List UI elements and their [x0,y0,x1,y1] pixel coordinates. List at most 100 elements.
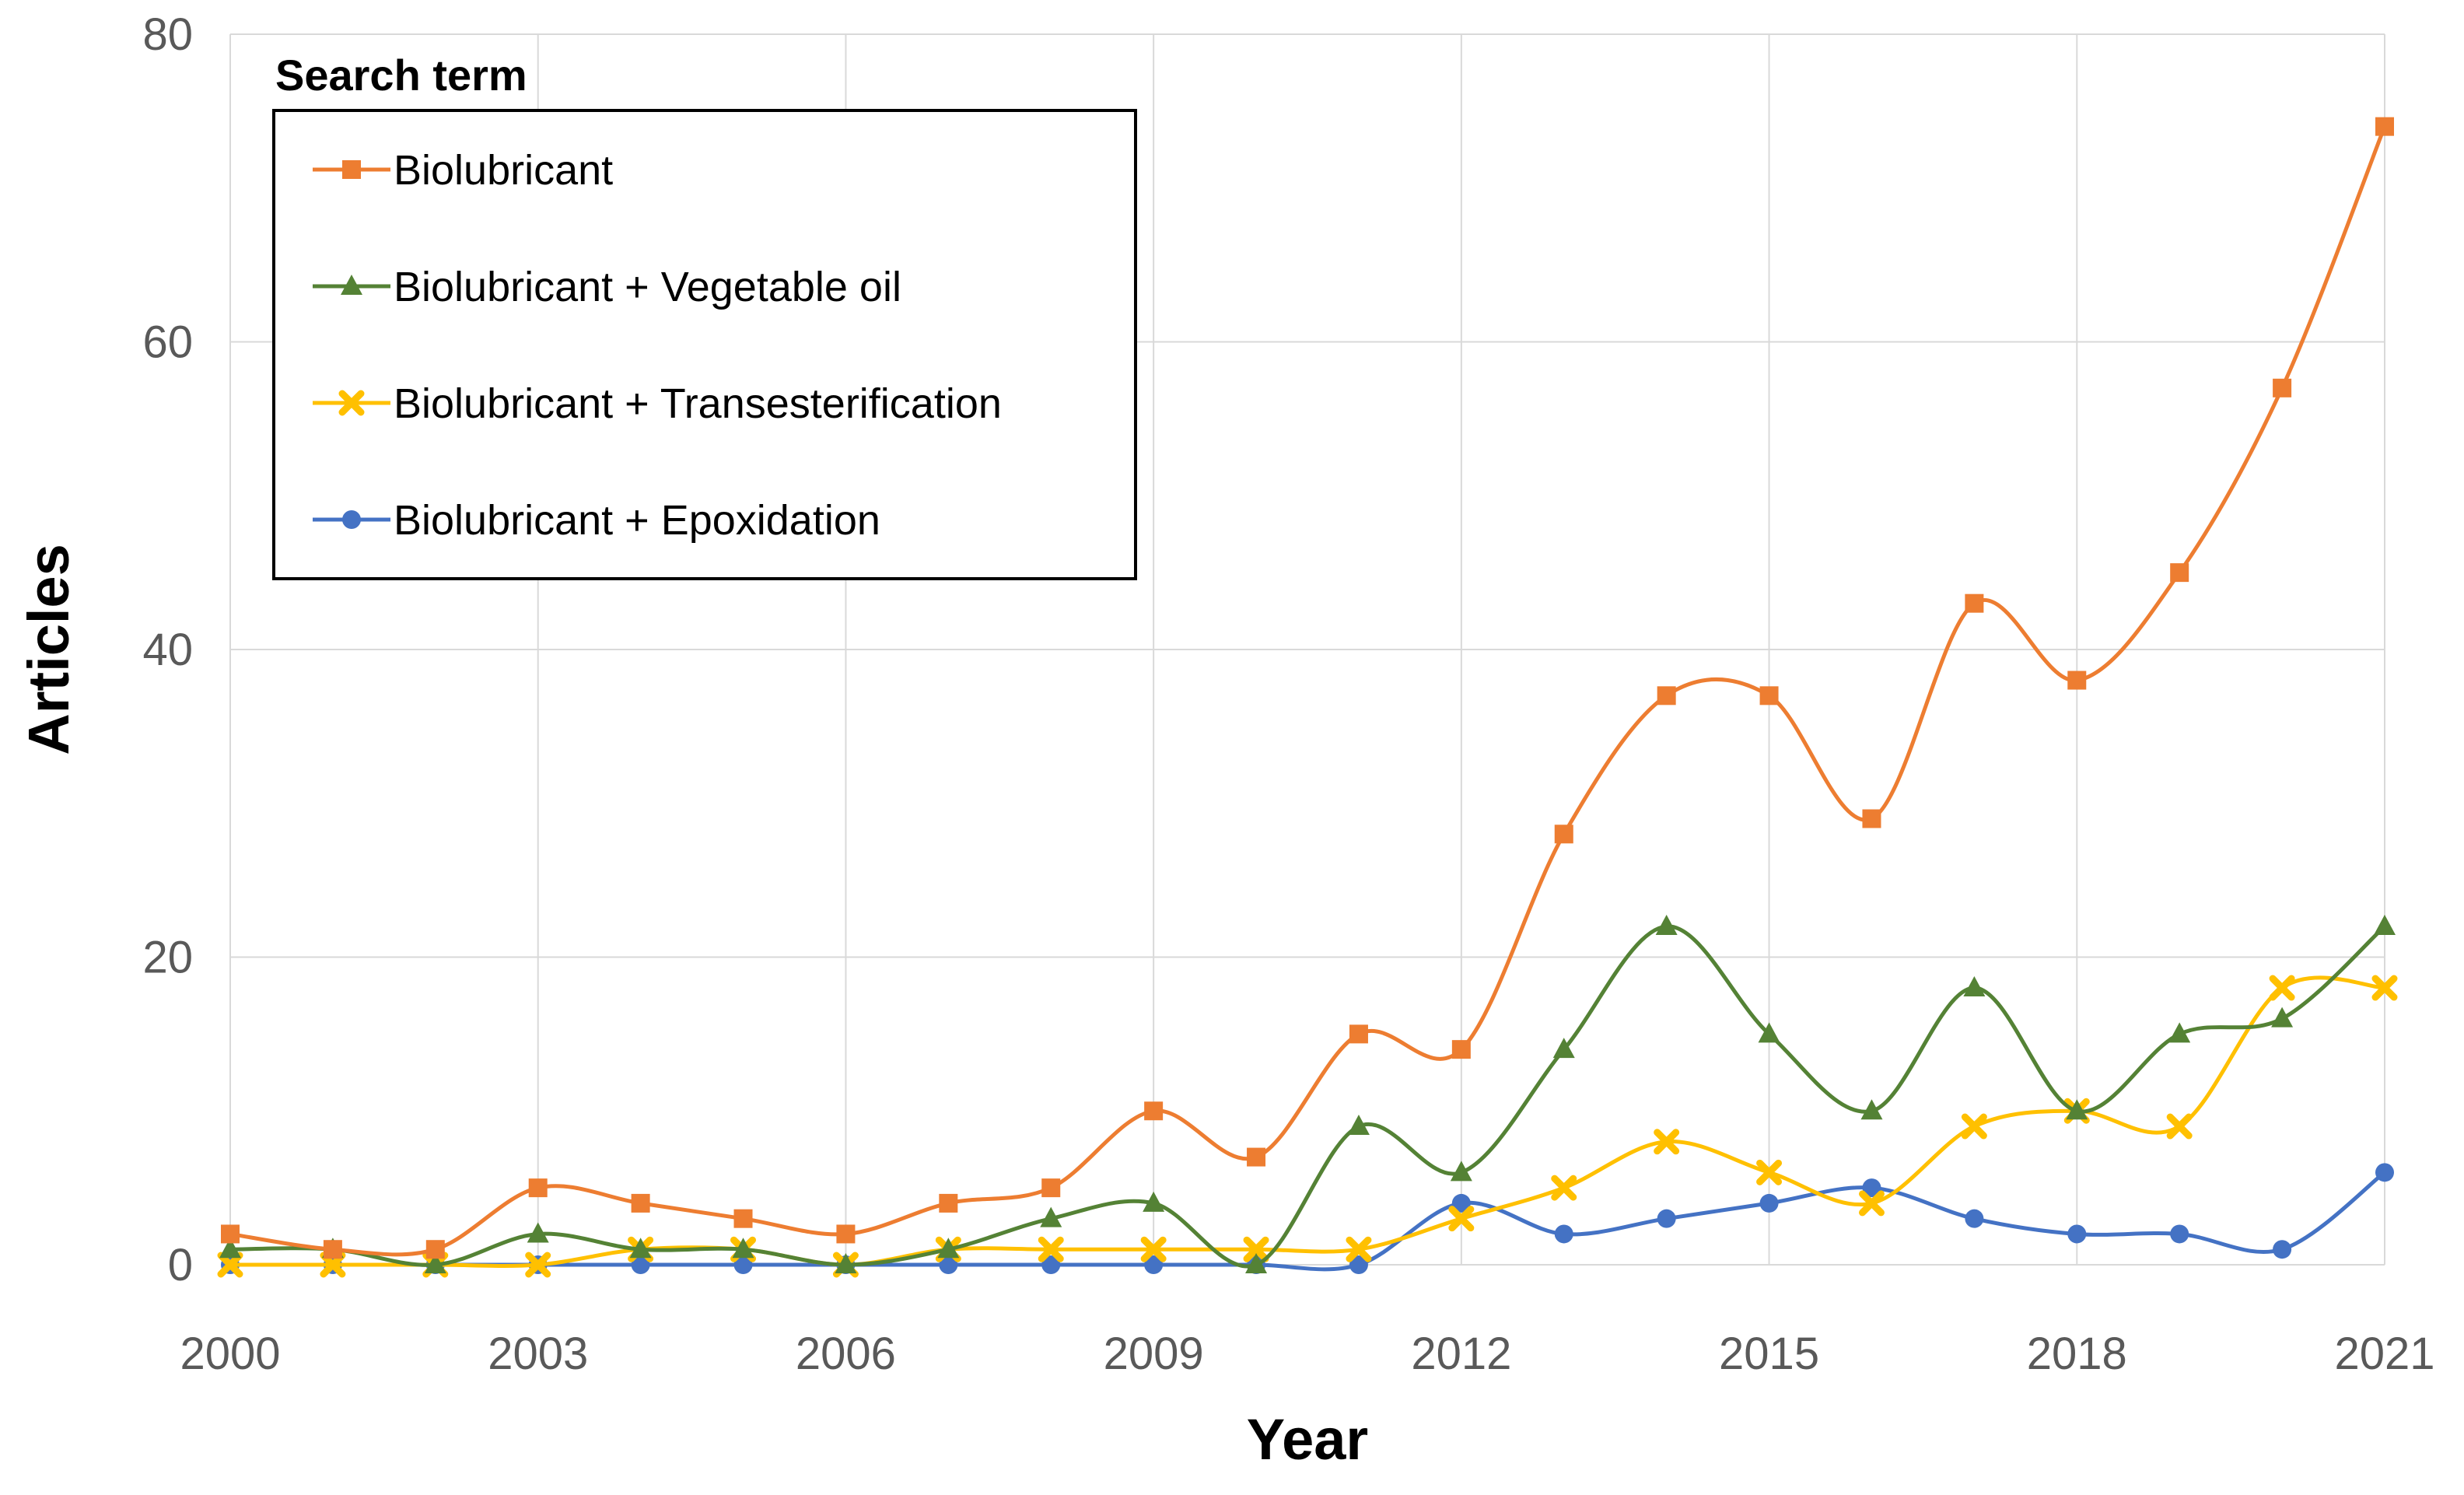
data-point [1657,1209,1676,1228]
data-point [2170,1224,2189,1244]
data-point [1860,1099,1883,1120]
data-point [2066,1099,2088,1120]
legend: Search term Biolubricant Biolubricant + Ve… [272,51,1137,580]
data-point [1862,809,1881,828]
legend-marker [342,510,361,529]
series-0 [221,117,2394,1259]
y-tick-label: 80 [142,9,193,60]
data-point [631,1193,650,1213]
data-point [732,1238,754,1259]
data-point [2269,975,2295,1001]
data-point [733,1255,753,1274]
data-point [1144,1255,1164,1274]
data-point [219,1238,241,1259]
legend-marker [342,160,361,179]
data-point [1858,1190,1885,1217]
data-point [629,1238,652,1259]
data-point [1657,686,1676,705]
series-line [230,975,2385,1268]
data-point [1451,1193,1471,1213]
data-point [836,1224,856,1244]
legend-entry: Biolubricant + Transesterification [313,380,1002,427]
data-point [1143,1191,1165,1212]
x-tick-label: 2021 [2334,1329,2434,1379]
gridlines [229,33,2385,1266]
data-point [2375,1163,2394,1182]
data-point [1140,1236,1167,1262]
data-point [1655,914,1678,935]
y-tick-label: 40 [142,625,193,675]
series-line [230,1171,2386,1272]
data-point [1965,593,1984,613]
data-point [1451,1040,1471,1059]
data-point [1245,1253,1268,1273]
data-point [1759,1193,1779,1213]
x-tick-label: 2009 [1104,1329,1204,1379]
data-point [323,1240,342,1259]
data-point [1759,686,1779,705]
y-axis-title: Articles [16,544,81,755]
legend-label: Biolubricant [394,147,613,194]
legend-label: Biolubricant + Epoxidation [394,497,880,544]
data-point [528,1178,548,1198]
data-point [424,1253,446,1273]
data-point [1349,1255,1368,1274]
data-point [2271,1007,2294,1028]
data-point [221,1224,240,1244]
y-tick-label: 60 [142,317,193,368]
data-point [1347,1115,1370,1136]
legend-box [272,109,1137,580]
y-tick-label: 20 [142,933,193,983]
y-tick-label: 0 [168,1240,193,1290]
x-tick-label: 2015 [1719,1329,1819,1379]
data-point [1038,1236,1064,1262]
data-point [1862,1178,1881,1198]
data-point [2067,1224,2087,1244]
data-point [631,1255,650,1274]
data-point [1554,825,1573,844]
data-point [1965,1209,1984,1228]
legend-entry: Biolubricant + Vegetable oil [313,264,901,310]
x-tick-label: 2006 [796,1329,896,1379]
data-point [939,1193,958,1213]
data-point [1654,1129,1680,1155]
data-point [733,1209,753,1228]
data-point [2170,563,2189,583]
legend-label: Biolubricant + Transesterification [394,380,1002,427]
data-point [1041,1255,1061,1274]
series-group [217,117,2398,1278]
data-point [217,1252,243,1278]
data-point [1758,1022,1780,1043]
legend-marker [341,275,362,295]
data-point [1349,1024,1368,1044]
data-point [527,1222,549,1243]
data-point [2273,378,2292,397]
legend-label: Biolubricant + Vegetable oil [394,264,901,310]
legend-entry: Biolubricant [313,147,613,194]
data-point [1144,1101,1164,1121]
data-point [1450,1161,1472,1182]
x-axis-title: Year [1247,1407,1368,1472]
data-point [525,1252,551,1278]
legend-title: Search term [275,51,527,100]
data-point [1243,1236,1269,1262]
data-point [835,1253,857,1273]
data-point [2168,1022,2191,1043]
data-point [2375,117,2394,136]
data-point [1756,1159,1783,1185]
x-tick-label: 2000 [180,1329,280,1379]
data-point [2067,670,2087,690]
data-point [937,1238,960,1259]
legend-entry: Biolubricant + Epoxidation [313,497,880,544]
data-point [939,1255,958,1274]
axes: 0 20 40 60 80 2000 2003 2006 2009 2012 2015 2018 202… [16,9,2435,1472]
data-point [1961,1113,1987,1140]
data-point [2166,1113,2193,1140]
data-point [1041,1178,1061,1198]
x-tick-label: 2018 [2027,1329,2127,1379]
x-tick-label: 2003 [488,1329,588,1379]
data-point [2374,914,2396,935]
data-point [1552,1038,1575,1059]
